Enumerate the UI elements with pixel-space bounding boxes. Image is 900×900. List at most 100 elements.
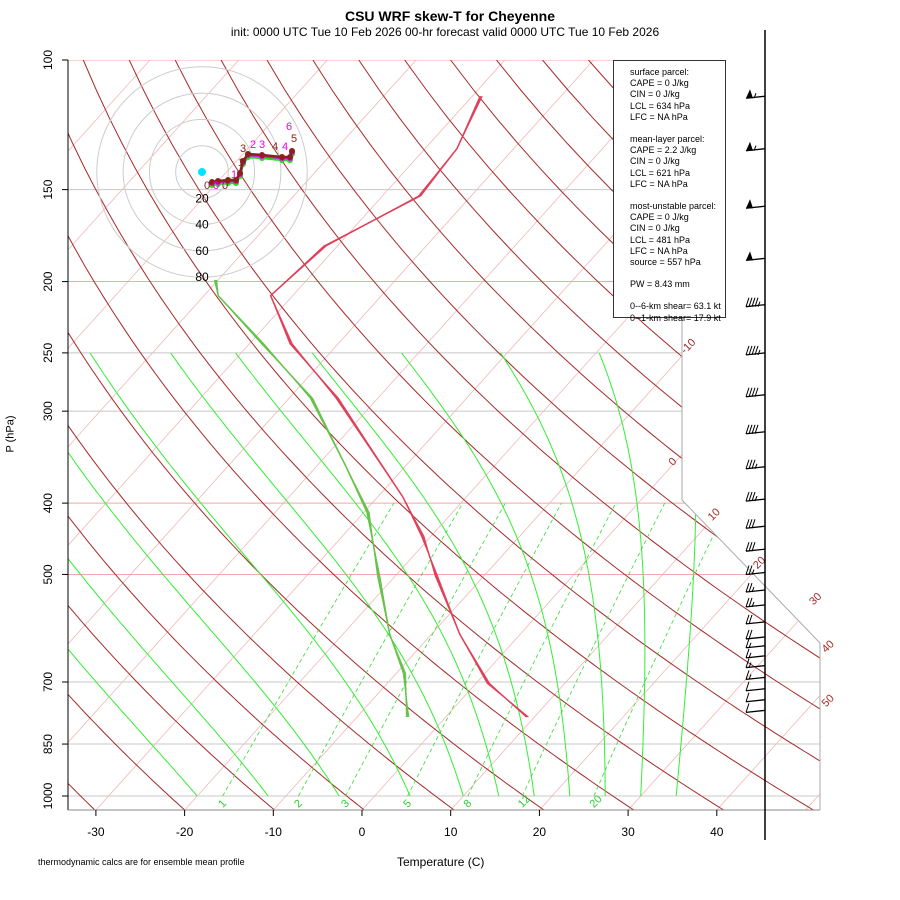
hodograph-height-label: 3 (259, 139, 265, 151)
x-tick-label: -30 (87, 825, 105, 839)
chart-subtitle: init: 0000 UTC Tue 10 Feb 2026 00-hr for… (230, 25, 660, 39)
wind-barb-flag (746, 199, 753, 209)
moist-adiabat (311, 352, 535, 797)
y-axis-label: P (hPa) (4, 415, 17, 453)
storm-motion-marker (198, 168, 206, 176)
wind-barb-half-feather (748, 642, 752, 648)
wind-barb (745, 297, 766, 308)
wind-barb-feather (748, 459, 753, 469)
mixing-ratio-line (521, 502, 666, 797)
wind-barb-feather (745, 703, 750, 713)
wind-barb-half-feather (748, 652, 752, 659)
ml-cin: CIN = 0 J/kg (630, 156, 680, 167)
isotherm (271, 60, 820, 810)
wind-barb-feather (745, 597, 750, 608)
dry-adiabat (68, 60, 457, 810)
isotherm-label: 0 (667, 456, 680, 469)
isotherm (626, 60, 820, 810)
x-tick-label: -20 (176, 825, 194, 839)
wind-barb (745, 387, 766, 398)
wind-barb (745, 638, 766, 649)
wind-barb-feather (751, 424, 756, 434)
hodograph-height-label: 2 (250, 139, 256, 151)
wind-barb-feather (745, 542, 750, 552)
wind-barb-feather (745, 692, 750, 702)
mu-lfc: LFC = NA hPa (630, 245, 688, 256)
wind-barb (745, 519, 766, 529)
mixing-ratio-line (222, 502, 395, 797)
x-tick-label: 20 (533, 825, 547, 839)
isotherm (68, 60, 683, 810)
wind-barb-feather (745, 670, 750, 680)
wind-barb-feather (751, 519, 756, 529)
hodograph-point (279, 154, 285, 160)
wind-barb (745, 565, 766, 576)
wind-barb-half-feather (757, 349, 761, 356)
wind-barb-flag (746, 251, 753, 261)
mixing-ratio-line (593, 502, 730, 797)
wind-barb-feather (748, 424, 753, 434)
wind-barb-flag (746, 89, 753, 99)
dry-adiabat (358, 60, 820, 810)
wind-barb-half-feather (753, 145, 757, 151)
wind-barb-feather (748, 542, 753, 552)
wind-barb-feather (754, 345, 759, 356)
wind-barb-feather (745, 345, 750, 356)
mixing-ratio-label: 1 (216, 798, 229, 811)
wind-barb-half-feather (751, 586, 755, 593)
dry-adiabat (864, 60, 900, 812)
hodograph-ring-label: 40 (195, 218, 209, 232)
hodograph-height-label: 3 (240, 143, 246, 155)
wind-barb (745, 629, 766, 640)
dry-adiabat (68, 60, 637, 810)
wind-barb-flag (746, 141, 753, 151)
y-tick-label: 100 (41, 50, 55, 70)
wind-barb-feather (745, 491, 750, 502)
wind-barb-half-feather (748, 662, 752, 668)
hodograph-ring-label: 20 (195, 191, 209, 205)
isotherm (68, 60, 506, 810)
mixing-ratio-line (345, 502, 506, 797)
wind-barb-feather (745, 519, 750, 529)
wind-barb-half-feather (753, 93, 757, 99)
hodograph-point (287, 154, 293, 160)
dry-adiabat (68, 60, 187, 810)
wind-barb-feather (745, 297, 750, 307)
footer-note: thermodynamic calcs are for ensemble mea… (38, 857, 245, 867)
moist-adiabat (68, 352, 340, 797)
y-tick-label: 300 (41, 401, 55, 421)
dry-adiabat (725, 60, 820, 810)
mixing-ratio-line (298, 502, 464, 797)
wind-barb-feather (754, 297, 759, 307)
wind-barb-feather (751, 491, 756, 502)
temperature-line (269, 95, 527, 718)
hodograph-ring (148, 118, 256, 226)
wind-barb (745, 89, 766, 99)
mu-source: source = 557 hPa (630, 257, 701, 268)
isotherm (182, 60, 820, 810)
hodograph-ring (122, 92, 282, 252)
wind-barb (745, 582, 766, 593)
isotherm-label: 50 (820, 692, 837, 709)
precipitable-water: PW = 8.43 mm (630, 279, 690, 290)
hodograph-height-label: 4 (282, 141, 288, 153)
dry-adiabat (312, 60, 820, 810)
hodograph-height-label: 1 (238, 157, 244, 169)
moist-adiabat (598, 352, 646, 797)
y-tick-label: 850 (41, 734, 55, 754)
wind-barb (745, 459, 766, 470)
hodograph-point (237, 170, 243, 176)
hodograph-point (289, 148, 295, 154)
hodograph-ring (96, 66, 308, 278)
mu-cin: CIN = 0 J/kg (630, 223, 680, 234)
mixing-ratio-line (407, 502, 562, 797)
surface-lcl: LCL = 634 hPa (630, 100, 690, 111)
isotherm-label: 40 (820, 638, 837, 655)
hodograph-point (233, 177, 239, 183)
hodograph-point (245, 151, 251, 157)
surface-header: surface parcel: (630, 67, 690, 77)
dry-adiabat (771, 60, 820, 810)
moist-adiabat (68, 352, 269, 797)
hodograph-point (209, 179, 215, 185)
moist-adiabat (401, 352, 571, 797)
